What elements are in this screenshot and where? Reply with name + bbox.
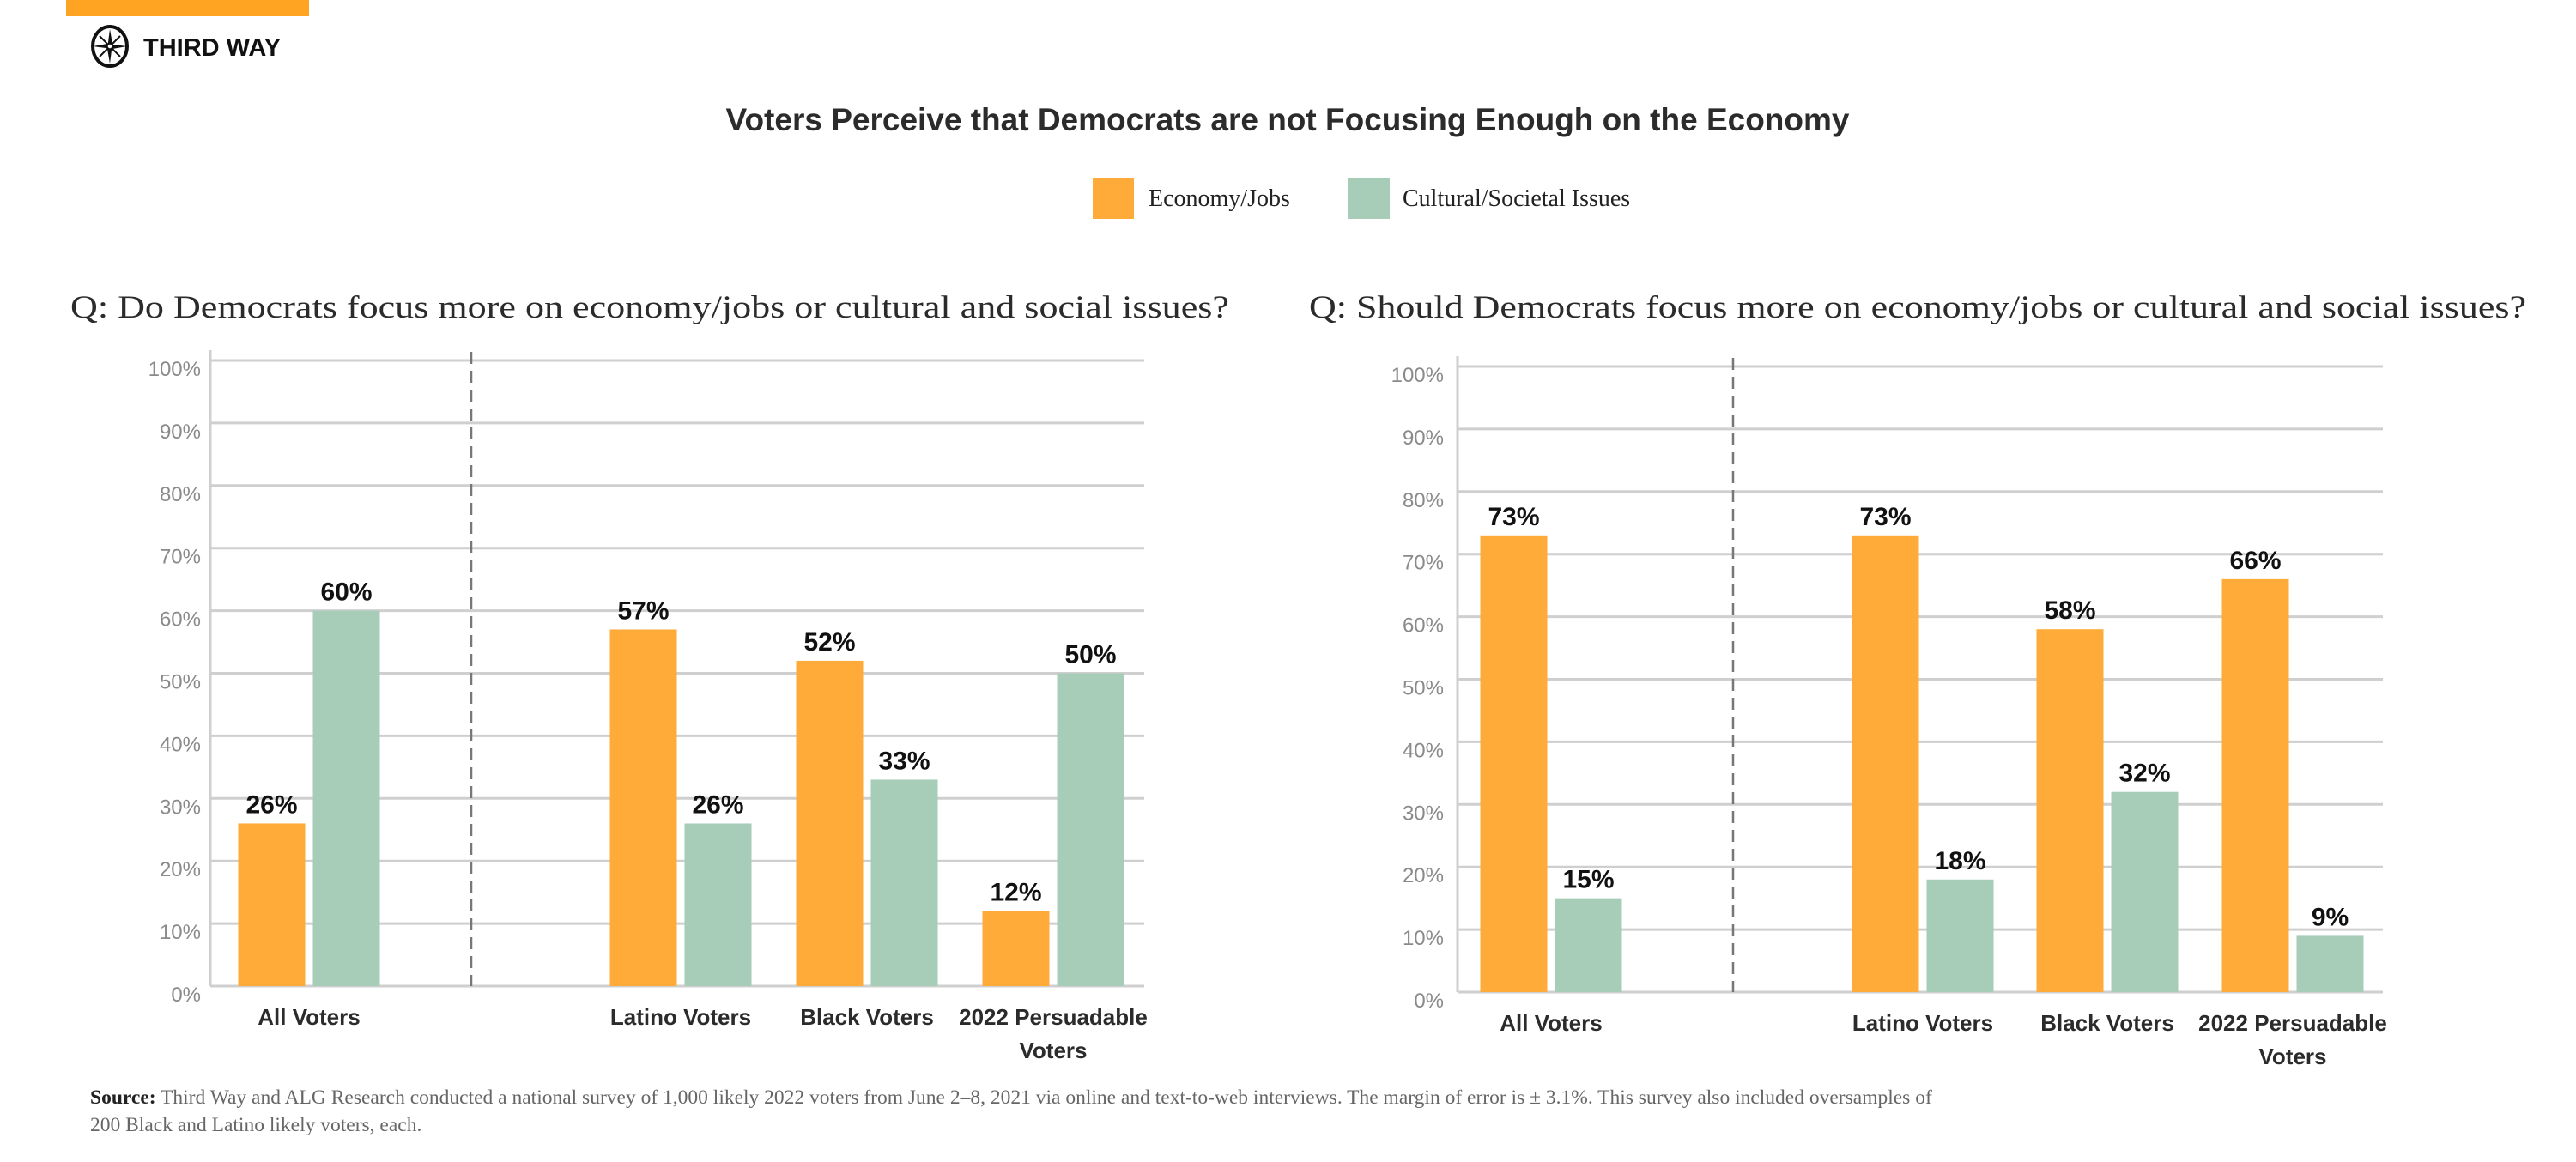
- svg-text:Source: Third Way and AL: Source: Third Way and ALG Research condu…: [90, 1086, 1932, 1109]
- bar-cultural: [1057, 673, 1124, 986]
- bar-economy: [796, 660, 864, 986]
- category-label: All Voters: [258, 1004, 360, 1030]
- bar-cultural: [684, 823, 752, 986]
- y-tick-label: 70%: [160, 546, 201, 569]
- bar-cultural: [2296, 935, 2364, 992]
- category-label: Latino Voters: [1852, 1010, 1993, 1036]
- y-tick-label: 0%: [1414, 990, 1444, 1013]
- bar-cultural: [870, 779, 938, 986]
- category-label: Voters: [1020, 1038, 1088, 1063]
- legend-label-cultural: Cultural/Societal Issues: [1403, 185, 1630, 212]
- source-text-line1: Third Way and ALG Research conducted a n…: [161, 1086, 1932, 1109]
- bar-value-label: 52%: [803, 628, 855, 657]
- bar-value-label: 26%: [692, 790, 743, 819]
- category-label: Black Voters: [2040, 1010, 2174, 1036]
- left-chart-question: Q: Do Democrats focus more on economy/jo…: [70, 290, 1229, 325]
- brand-name: THIRD WAY: [143, 34, 281, 62]
- legend: Economy/Jobs Cultural/Societal Issues: [1093, 178, 1630, 219]
- y-tick-label: 30%: [160, 796, 201, 819]
- y-tick-label: 50%: [160, 671, 201, 694]
- y-tick-label: 80%: [160, 483, 201, 506]
- y-tick-label: 50%: [1403, 677, 1444, 700]
- category-label: Black Voters: [800, 1004, 934, 1030]
- bar-cultural: [312, 610, 380, 986]
- y-tick-label: 10%: [1403, 927, 1444, 950]
- legend-swatch-economy: [1093, 178, 1134, 219]
- bar-value-label: 58%: [2044, 596, 2095, 625]
- bar-cultural: [1926, 879, 1994, 992]
- y-tick-label: 30%: [1403, 802, 1444, 825]
- bar-economy: [982, 911, 1050, 986]
- bar-value-label: 18%: [1934, 847, 1985, 875]
- brand-accent-bar: [66, 0, 309, 16]
- y-tick-label: 80%: [1403, 489, 1444, 512]
- y-tick-label: 20%: [160, 858, 201, 881]
- y-tick-label: 90%: [1403, 427, 1444, 450]
- category-label: 2022 Persuadable: [959, 1004, 1148, 1030]
- y-tick-label: 0%: [171, 983, 201, 1007]
- chart-title: Voters Perceive that Democrats are not F…: [726, 102, 1850, 137]
- source-label: Source:: [90, 1086, 156, 1109]
- category-label: All Voters: [1500, 1010, 1602, 1036]
- bar-economy: [1852, 535, 1919, 992]
- bar-cultural: [1555, 898, 1622, 992]
- bar-value-label: 32%: [2118, 760, 2170, 788]
- source-note: Source: Third Way and ALG Research condu…: [90, 1086, 1932, 1136]
- y-tick-label: 20%: [1403, 864, 1444, 887]
- category-label: Latino Voters: [610, 1004, 751, 1030]
- bar-cultural: [2111, 791, 2179, 992]
- bar-economy: [2221, 578, 2289, 992]
- category-label: 2022 Persuadable: [2198, 1010, 2387, 1036]
- bar-value-label: 57%: [617, 596, 669, 625]
- legend-swatch-cultural: [1348, 178, 1390, 219]
- y-tick-label: 60%: [160, 608, 201, 632]
- y-tick-label: 100%: [148, 358, 201, 381]
- legend-label-economy: Economy/Jobs: [1149, 185, 1290, 212]
- category-label: Voters: [2259, 1044, 2327, 1069]
- bar-economy: [609, 629, 677, 986]
- y-tick-label: 60%: [1403, 614, 1444, 638]
- bar-value-label: 50%: [1064, 641, 1116, 669]
- bar-value-label: 15%: [1562, 866, 1614, 894]
- bar-economy: [1480, 535, 1548, 992]
- bar-value-label: 9%: [2312, 903, 2349, 931]
- bar-value-label: 26%: [245, 790, 297, 819]
- bar-economy: [238, 823, 306, 986]
- compass-icon: [91, 25, 129, 68]
- y-tick-label: 90%: [160, 421, 201, 444]
- bar-value-label: 73%: [1488, 503, 1539, 531]
- third-way-logo: THIRD WAY: [91, 25, 281, 68]
- bar-value-label: 33%: [878, 747, 930, 775]
- right-bar-chart: 0% 10% 20% 30% 40% 50% 60% 70% 80% 90% 100% 73% 15% A…: [1391, 356, 2387, 1069]
- y-tick-label: 10%: [160, 921, 201, 944]
- bar-value-label: 60%: [320, 578, 372, 607]
- y-tick-label: 100%: [1391, 364, 1444, 387]
- right-chart-question: Q: Should Democrats focus more on econom…: [1309, 290, 2526, 325]
- y-tick-label: 40%: [1403, 739, 1444, 762]
- y-tick-label: 40%: [160, 733, 201, 756]
- y-tick-label: 70%: [1403, 552, 1444, 575]
- bar-value-label: 12%: [990, 879, 1041, 907]
- left-bar-chart: 0% 10% 20% 30% 40% 50% 60% 70% 80% 90% 100% 26% 60% A…: [148, 350, 1148, 1063]
- source-text-line2: 200 Black and Latino likely voters, each…: [90, 1114, 421, 1136]
- bar-economy: [2036, 629, 2104, 992]
- bar-value-label: 73%: [1859, 503, 1911, 531]
- bar-value-label: 66%: [2229, 547, 2281, 575]
